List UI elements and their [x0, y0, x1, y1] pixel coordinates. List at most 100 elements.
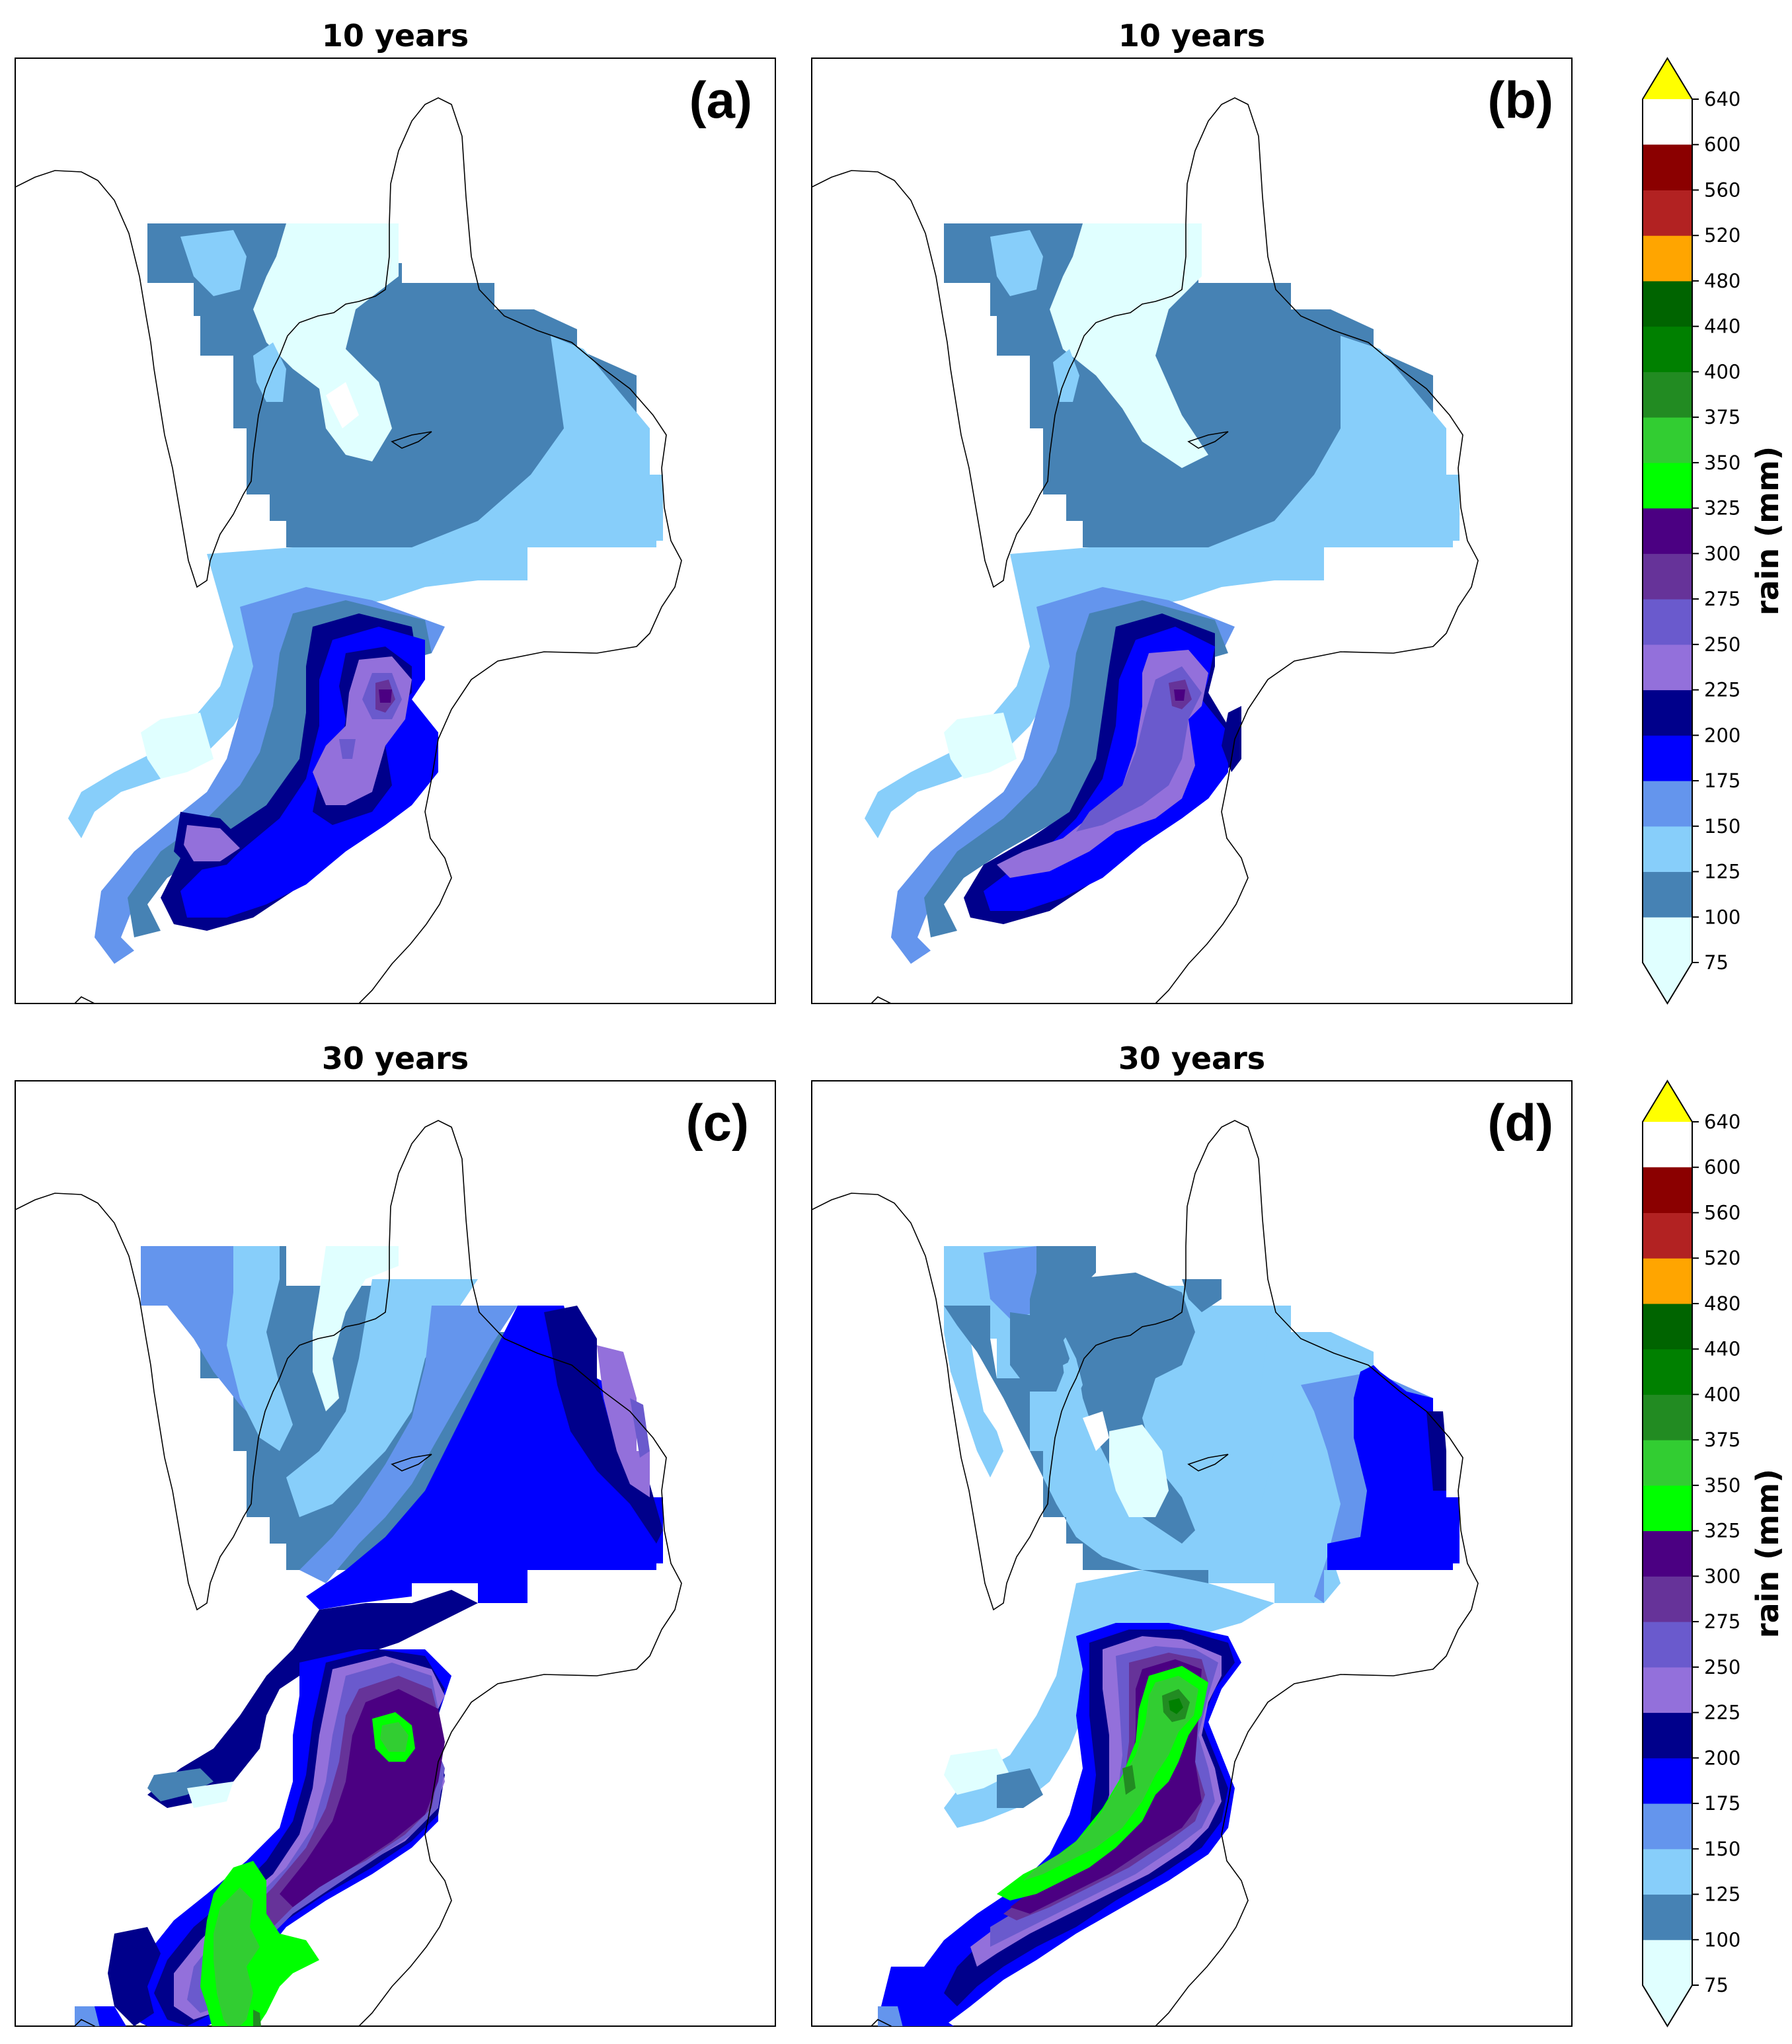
colorbar-bin [1643, 144, 1692, 190]
colorbar-bin [1643, 689, 1692, 736]
rain-field [812, 97, 1479, 1003]
colorbar-tick-label: 400 [1704, 1383, 1740, 1405]
lake-outline [1187, 431, 1229, 449]
colorbar-bin [1643, 553, 1692, 600]
colorbar-bin [1643, 735, 1692, 781]
colorbar-bin [1643, 508, 1692, 554]
colorbar-bin [1643, 1758, 1692, 1804]
colorbar-tick-label: 600 [1704, 1156, 1740, 1179]
colorbar-top: 75 100 125 150 175 200 225 250 275 300 325 350 375 40… [1642, 57, 1785, 1005]
colorbar-tick-label: 75 [1704, 951, 1729, 974]
colorbar-bin [1643, 1622, 1692, 1668]
colorbar-under-arrow [1643, 1985, 1692, 2026]
colorbar-bin [1643, 190, 1692, 236]
colorbar-tick-label: 250 [1704, 1656, 1740, 1678]
colorbar-bin [1643, 1349, 1692, 1395]
colorbar-tick-label: 375 [1704, 406, 1740, 428]
colorbar-bin [1643, 644, 1692, 691]
panel-d-title: 30 years [1118, 1041, 1265, 1076]
colorbar-tick-label: 400 [1704, 360, 1740, 383]
panel-a [15, 58, 776, 1004]
colorbar-tick-label: 175 [1704, 769, 1740, 792]
colorbar-tick-label: 125 [1704, 1883, 1740, 1906]
colorbar-tick-label: 100 [1704, 906, 1740, 928]
colorbar-bin [1643, 372, 1692, 418]
colorbar-tick-label: 560 [1704, 178, 1740, 201]
colorbar-bin [1643, 1712, 1692, 1758]
colorbar-tick-label: 200 [1704, 1747, 1740, 1769]
colorbar-under-arrow [1643, 963, 1692, 1003]
colorbar-tick-label: 440 [1704, 315, 1740, 338]
colorbar-bin [1643, 417, 1692, 463]
colorbar-bin [1643, 871, 1692, 918]
colorbar-tick-label: 520 [1704, 1247, 1740, 1269]
lake-outline [391, 431, 432, 449]
colorbar-bin [1643, 1667, 1692, 1713]
colorbar-bin [1643, 599, 1692, 645]
colorbar-tick-label: 275 [1704, 588, 1740, 610]
panel-b-letter: (b) [1487, 71, 1553, 129]
colorbar-bin [1643, 1303, 1692, 1350]
colorbar-bin [1643, 235, 1692, 282]
panel-b-title: 10 years [1118, 18, 1265, 54]
colorbar-tick-label: 375 [1704, 1429, 1740, 1451]
colorbar-bin [1643, 781, 1692, 827]
colorbar-bin [1643, 1212, 1692, 1259]
colorbar-tick-label: 275 [1704, 1610, 1740, 1633]
colorbar-bin [1643, 917, 1692, 963]
colorbar-tick-label: 480 [1704, 270, 1740, 292]
colorbar-bin [1643, 1576, 1692, 1622]
colorbar-bin [1643, 462, 1692, 509]
panel-a-title: 10 years [322, 18, 469, 54]
colorbar-bin [1643, 826, 1692, 873]
colorbar-label: rain (mm) [1750, 446, 1785, 615]
colorbar-bin [1643, 1167, 1692, 1213]
colorbar-bin [1643, 1894, 1692, 1940]
colorbar-tick-label: 225 [1704, 679, 1740, 701]
panel-a-letter: (a) [689, 71, 752, 129]
lake-outline [391, 1454, 432, 1472]
colorbar-tick-label: 640 [1704, 88, 1740, 110]
rain-field [15, 97, 682, 1003]
colorbar-tick-label: 250 [1704, 633, 1740, 656]
colorbar-tick-label: 350 [1704, 1474, 1740, 1497]
colorbar-tick-label: 300 [1704, 1565, 1740, 1587]
panel-b [811, 58, 1573, 1004]
colorbar-bottom: 75 100 125 150 175 200 225 250 275 300 325 350 375 40… [1642, 1080, 1785, 2027]
colorbar-bin [1643, 1530, 1692, 1577]
colorbar-bin [1643, 1848, 1692, 1895]
colorbar-over-arrow [1643, 58, 1692, 99]
lake-outline [1187, 1454, 1229, 1472]
colorbar-tick-label: 560 [1704, 1201, 1740, 1224]
colorbar-bin [1643, 1485, 1692, 1532]
colorbar-tick-label: 175 [1704, 1792, 1740, 1815]
panel-c-letter: (c) [686, 1093, 749, 1152]
colorbar-tick-label: 480 [1704, 1292, 1740, 1315]
colorbar-tick-label: 125 [1704, 861, 1740, 883]
colorbar-label: rain (mm) [1750, 1469, 1785, 1638]
colorbar-bin [1643, 326, 1692, 372]
colorbar-bin [1643, 1394, 1692, 1440]
panel-d [811, 1080, 1573, 2027]
panel-c-title: 30 years [322, 1041, 469, 1076]
colorbar-bin [1643, 1440, 1692, 1486]
colorbar-tick-label: 520 [1704, 224, 1740, 247]
panel-d-letter: (d) [1487, 1093, 1553, 1152]
colorbar-tick-label: 350 [1704, 452, 1740, 474]
rain-field [812, 1120, 1479, 2026]
colorbar-tick-label: 200 [1704, 724, 1740, 746]
colorbar-over-arrow [1643, 1081, 1692, 1122]
colorbar-tick-label: 75 [1704, 1974, 1729, 1996]
colorbar-tick-label: 600 [1704, 134, 1740, 156]
colorbar-tick-label: 225 [1704, 1702, 1740, 1724]
colorbar-bin [1643, 1258, 1692, 1304]
colorbar-tick-label: 100 [1704, 1928, 1740, 1951]
rain-field [15, 1120, 682, 2026]
colorbar-bin [1643, 1803, 1692, 1850]
colorbar-tick-label: 150 [1704, 1838, 1740, 1860]
colorbar-tick-label: 640 [1704, 1111, 1740, 1133]
panel-c [15, 1080, 776, 2027]
colorbar-tick-label: 300 [1704, 542, 1740, 565]
colorbar-tick-label: 325 [1704, 497, 1740, 520]
